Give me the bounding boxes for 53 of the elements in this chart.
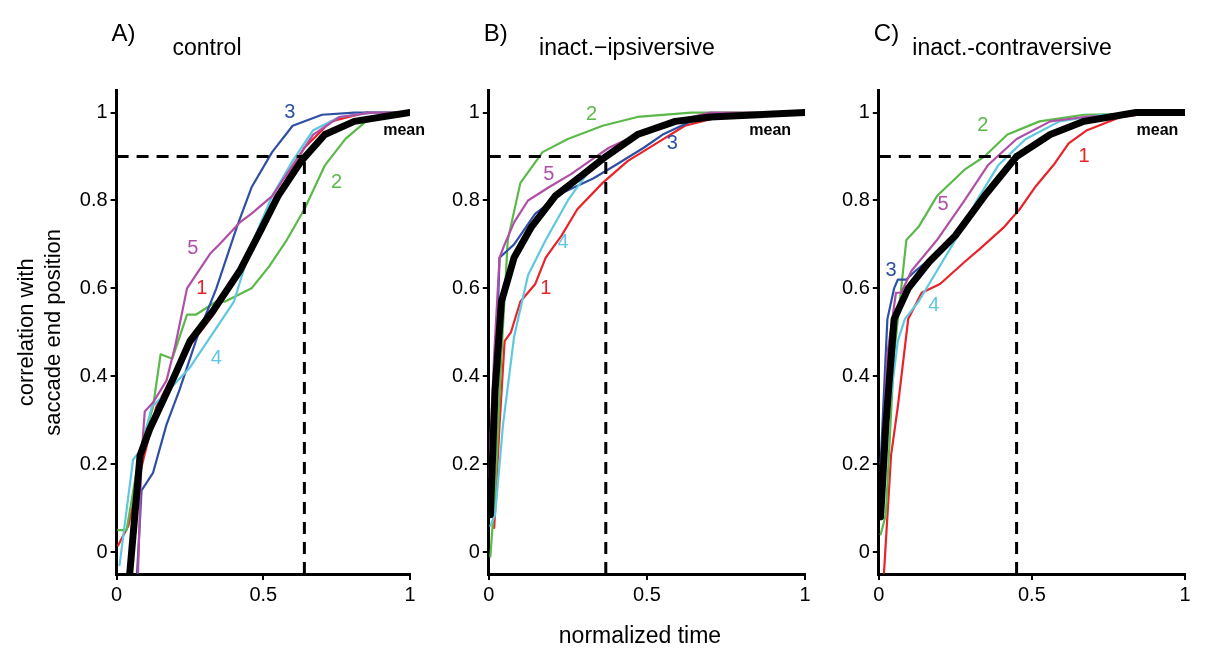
series-label: 1 — [1078, 143, 1090, 166]
x-tick-label: 0.5 — [249, 582, 278, 605]
series-label: 5 — [543, 161, 555, 184]
y-tick-label: 0.6 — [451, 275, 480, 298]
x-tick-label: 0 — [111, 582, 123, 605]
x-tick-label: 1 — [404, 582, 416, 605]
y-tick-label: 0.8 — [841, 187, 870, 210]
y-tick-label: 0.8 — [451, 187, 480, 210]
chart-title: control — [172, 34, 242, 61]
y-tick-label: 0.6 — [841, 275, 870, 298]
series-label: 3 — [666, 131, 678, 154]
series-label: 3 — [885, 258, 897, 281]
y-tick-label: 0 — [468, 539, 480, 562]
y-tick-label: 0 — [858, 539, 870, 562]
y-tick-label: 0.8 — [79, 187, 108, 210]
y-tick-label: 0.4 — [841, 363, 870, 386]
y-tick-label: 0.2 — [841, 451, 870, 474]
series-label: 5 — [937, 192, 949, 215]
x-tick-label: 1 — [1179, 582, 1191, 605]
y-tick-label: 1 — [858, 100, 870, 123]
text: B) — [483, 18, 508, 46]
chart-title: inact.−ipsiversive — [539, 34, 715, 61]
series-label: 1 — [196, 276, 208, 299]
y-tick-label: 1 — [468, 100, 480, 123]
series-label: 2 — [977, 113, 989, 136]
chart-title: inact.-contraversive — [912, 34, 1112, 61]
series-label: 4 — [210, 346, 222, 369]
y-tick-label: 0.2 — [451, 451, 480, 474]
series-label: 2 — [586, 102, 598, 125]
x-tick-label: 1 — [799, 582, 811, 605]
x-tick-label: 0.5 — [1018, 582, 1046, 605]
x-axis-title: normalized time — [557, 622, 723, 649]
series-label: mean — [1136, 120, 1179, 138]
x-tick-label: 0.5 — [633, 582, 661, 605]
y-axis-title: correlation with saccade end position — [13, 228, 65, 436]
series-label: mean — [383, 120, 426, 138]
series-label: 4 — [557, 230, 569, 253]
series-label: 2 — [331, 169, 343, 192]
series-label: mean — [749, 120, 792, 138]
x-tick-label: 0 — [483, 582, 495, 605]
y-tick-label: 0.4 — [451, 363, 480, 386]
series-label: 3 — [284, 99, 296, 122]
y-tick-label: 0.6 — [79, 275, 108, 298]
y-tick-label: 0 — [96, 539, 108, 562]
series-label: 5 — [187, 236, 199, 259]
series-label: 4 — [928, 293, 940, 316]
text: A) — [111, 18, 136, 46]
x-tick-label: 0 — [873, 582, 885, 605]
y-tick-label: 0.2 — [79, 451, 108, 474]
series-label: 1 — [540, 276, 552, 299]
text: C) — [873, 18, 900, 46]
y-tick-label: 0.4 — [79, 363, 108, 386]
y-tick-label: 1 — [96, 100, 108, 123]
